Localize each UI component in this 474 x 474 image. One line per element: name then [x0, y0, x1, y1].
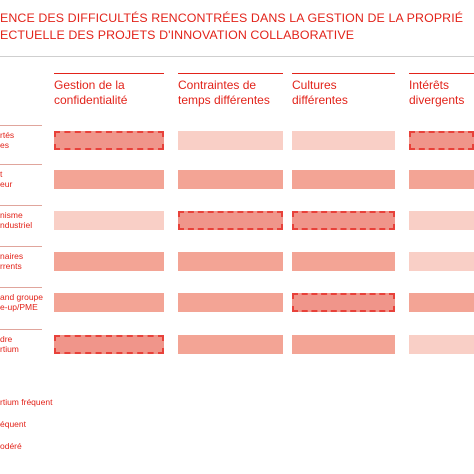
heatmap-cell — [54, 211, 164, 230]
heatmap-cell — [292, 211, 395, 230]
legend-label: rtium fréquent — [0, 397, 53, 407]
heatmap-cell — [54, 131, 164, 150]
heatmap-cell — [292, 335, 395, 354]
column-header: Cultures différentes — [292, 78, 348, 107]
heatmap-cell — [178, 293, 283, 312]
column-header: Contraintes de temps différentes — [178, 78, 270, 107]
heatmap-cell — [409, 293, 474, 312]
heatmap-cell — [409, 211, 474, 230]
heatmap-cell — [178, 252, 283, 271]
heatmap-cell — [54, 335, 164, 354]
row-label: dre rtium — [0, 334, 19, 354]
heatmap-cell — [292, 293, 395, 312]
row-divider — [0, 164, 42, 165]
row-divider — [0, 205, 42, 206]
row-divider — [0, 287, 42, 288]
chart-title-line-1: ENCE DES DIFFICULTÉS RENCONTRÉES DANS LA… — [0, 11, 464, 25]
row-label: rtés es — [0, 130, 15, 150]
heatmap-cell — [54, 170, 164, 189]
legend-label: odéré — [0, 441, 22, 451]
row-label: nisme ndustriel — [0, 210, 33, 230]
heatmap-cell — [178, 170, 283, 189]
heatmap-cell — [54, 293, 164, 312]
heatmap-cell — [409, 335, 474, 354]
row-divider — [0, 246, 42, 247]
chart-title-line-2: ECTUELLE DES PROJETS D'INNOVATION COLLAB… — [0, 28, 355, 42]
heatmap-cell — [292, 252, 395, 271]
row-divider — [0, 125, 42, 126]
row-label: t eur — [0, 169, 13, 189]
row-label: naires rrents — [0, 251, 24, 271]
heatmap-cell — [292, 170, 395, 189]
heatmap-cell — [409, 170, 474, 189]
column-header: Intérêts divergents — [409, 78, 465, 107]
heatmap-cell — [409, 131, 474, 150]
heatmap-cell — [292, 131, 395, 150]
row-label: and groupe e-up/PME — [0, 292, 44, 312]
title-divider — [0, 56, 474, 57]
heatmap-cell — [54, 252, 164, 271]
column-rule — [54, 73, 164, 74]
heatmap-cell — [409, 252, 474, 271]
heatmap-cell — [178, 335, 283, 354]
column-rule — [178, 73, 283, 74]
legend-label: équent — [0, 419, 26, 429]
column-header: Gestion de la confidentialité — [54, 78, 128, 107]
heatmap-cell — [178, 131, 283, 150]
heatmap-cell — [178, 211, 283, 230]
column-rule — [409, 73, 474, 74]
row-divider — [0, 329, 42, 330]
column-rule — [292, 73, 395, 74]
